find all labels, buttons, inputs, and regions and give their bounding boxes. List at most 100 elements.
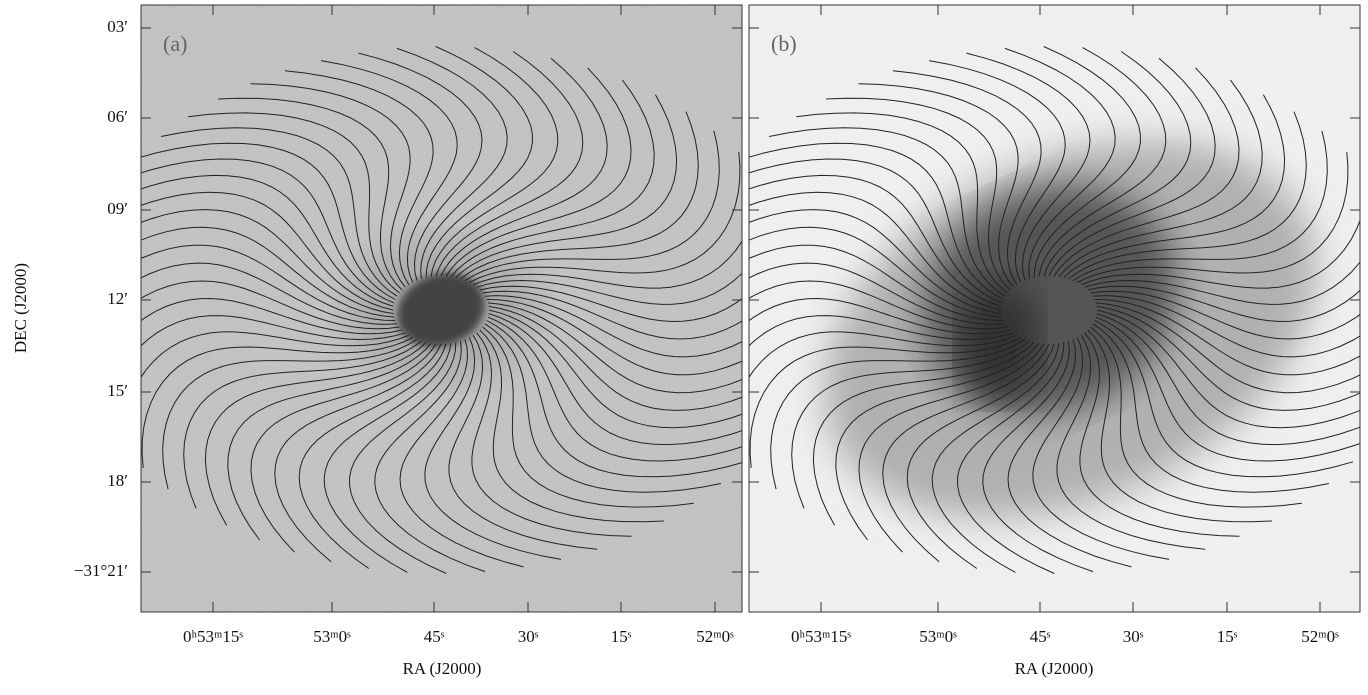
contour <box>358 52 483 281</box>
y-tick-label: 03′ <box>107 17 128 36</box>
y-tick-label: 09′ <box>107 199 128 218</box>
contour <box>1087 285 1360 323</box>
contour <box>482 326 694 508</box>
contour <box>183 340 422 509</box>
y-tick-label: 15′ <box>107 381 128 400</box>
contour <box>440 57 608 277</box>
contour <box>928 60 1066 283</box>
x-tick-label: 45ˢ <box>424 627 445 646</box>
contour <box>749 209 1002 315</box>
contour <box>482 290 742 340</box>
panel-label: (a) <box>163 31 187 56</box>
x-tick-label: 15ˢ <box>1217 627 1238 646</box>
x-tick-label: 15ˢ <box>611 627 632 646</box>
x-tick-label: 30ˢ <box>1123 627 1144 646</box>
contour <box>1096 309 1360 429</box>
contour-group <box>141 46 742 574</box>
contour <box>769 127 1006 297</box>
y-tick-label: −31°21′ <box>74 561 128 580</box>
contour <box>1095 302 1360 394</box>
contour <box>484 295 742 358</box>
panel-frame <box>748 4 1361 613</box>
contour <box>141 262 398 325</box>
contour <box>858 343 1045 553</box>
contour <box>476 272 742 305</box>
x-tick-label: 52ᵐ0ˢ <box>696 627 734 646</box>
panel-label: (b) <box>771 31 797 56</box>
contour <box>1007 339 1132 568</box>
contour <box>396 47 508 279</box>
contour <box>749 174 1002 307</box>
contour <box>399 339 524 568</box>
contour <box>1053 67 1240 277</box>
contour <box>141 315 406 347</box>
contour <box>488 313 742 446</box>
contour <box>1094 299 1360 376</box>
contour <box>1092 323 1329 493</box>
x-tick-label: 52ᵐ0ˢ <box>1301 627 1339 646</box>
contour <box>471 332 632 537</box>
contour <box>455 94 678 279</box>
y-tick-label: 12′ <box>107 289 128 308</box>
contour <box>141 244 396 321</box>
x-tick-label: 45ˢ <box>1030 627 1051 646</box>
contour <box>472 240 742 289</box>
contour <box>487 316 742 462</box>
contour <box>141 142 396 300</box>
contour <box>430 47 559 277</box>
contour <box>424 337 562 560</box>
contour <box>858 83 1019 288</box>
contour <box>161 127 398 297</box>
x-tick-label: 0ʰ53ᵐ15ˢ <box>183 627 243 646</box>
contour <box>749 315 1014 347</box>
contour <box>1090 326 1302 508</box>
contour <box>486 299 742 376</box>
contour <box>460 111 699 280</box>
contour <box>284 70 434 285</box>
contour <box>479 285 742 323</box>
y-tick-label: 06′ <box>107 107 128 126</box>
contour <box>882 343 1050 563</box>
contour <box>749 331 1018 379</box>
contour <box>749 191 1002 311</box>
contours <box>141 46 1360 574</box>
contour <box>162 338 418 490</box>
contour <box>141 209 394 315</box>
contour <box>749 280 1008 330</box>
contour <box>323 343 452 573</box>
contour <box>796 112 1008 294</box>
hi-image <box>749 5 1360 612</box>
contour <box>749 244 1004 321</box>
contour <box>141 174 394 307</box>
contour <box>1068 111 1307 280</box>
contour <box>484 323 721 493</box>
contour <box>464 130 720 282</box>
contour <box>1079 332 1240 537</box>
contour <box>468 152 741 283</box>
contour <box>250 83 411 288</box>
contour <box>488 309 742 429</box>
contour <box>749 226 1003 318</box>
x-axis-title: RA (J2000) <box>403 659 482 678</box>
contour <box>141 226 395 318</box>
contour <box>1076 152 1349 283</box>
y-axis-title: DEC (J2000) <box>11 263 30 353</box>
contour-group <box>749 46 1360 574</box>
contour <box>479 329 664 523</box>
contour <box>982 341 1094 573</box>
contour <box>1004 47 1116 279</box>
x-axis-title: RA (J2000) <box>1015 659 1094 678</box>
contour <box>435 51 584 277</box>
contour <box>749 142 1004 300</box>
contour <box>1043 51 1192 277</box>
contour <box>374 341 486 573</box>
contour <box>749 262 1006 325</box>
contour <box>188 112 400 294</box>
contour <box>1095 316 1360 462</box>
contour <box>957 342 1065 574</box>
contour <box>1096 305 1360 411</box>
contour <box>1058 79 1263 278</box>
contour <box>141 158 395 304</box>
